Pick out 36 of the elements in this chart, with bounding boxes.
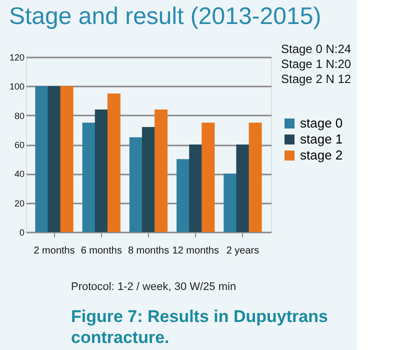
chart-title: Stage and result (2013-2015) — [8, 3, 322, 30]
bar — [129, 137, 142, 232]
bar — [48, 86, 61, 232]
y-tick-label: 0 — [19, 228, 24, 238]
bar — [224, 174, 237, 232]
bar — [202, 122, 215, 232]
y-tick-label: 20 — [14, 198, 24, 208]
text: Stage 1 N:20 — [281, 57, 352, 71]
bar — [189, 144, 202, 232]
bar — [154, 110, 168, 232]
bar — [236, 144, 250, 232]
y-tick-label: 120 — [9, 52, 24, 62]
bar — [248, 122, 262, 232]
text: Stage 2 N 12 — [281, 72, 352, 86]
x-tick-label: 2 years — [226, 246, 260, 256]
bar — [94, 110, 108, 232]
x-tick-label: 8 months — [128, 246, 170, 256]
bar — [176, 159, 190, 232]
y-tick-label: 60 — [14, 140, 24, 150]
y-tick-label: 80 — [14, 110, 24, 121]
bar — [35, 86, 48, 232]
caption: Figure 7: Results in Dupuytrans contracture. — [71, 307, 328, 347]
text: Stage 0 N:24 — [281, 42, 352, 56]
legend-label: stage 0 — [300, 116, 343, 130]
y-tick-label: 40 — [14, 169, 24, 180]
text: Protocol: 1-2 / week, 30 W/25 min — [71, 281, 236, 293]
bar — [142, 127, 155, 232]
y-tick-label: 100 — [9, 82, 24, 92]
x-tick-label: 2 months — [34, 246, 75, 256]
bar — [60, 86, 74, 232]
bar — [107, 93, 120, 232]
x-tick-label: 6 months — [80, 246, 122, 256]
bar — [82, 122, 96, 232]
legend-label: stage 2 — [300, 148, 343, 162]
legend-label: stage 1 — [300, 132, 343, 146]
x-tick-label: 12 months — [172, 246, 219, 256]
